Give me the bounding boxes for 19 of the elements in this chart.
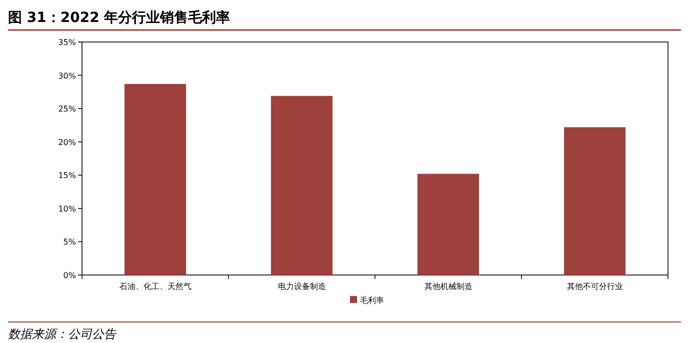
- source-note: 数据来源：公司公告: [8, 327, 117, 341]
- y-tick-label: 5%: [63, 238, 76, 247]
- bar: [417, 174, 480, 275]
- x-tick-label: 其他不可分行业: [566, 282, 623, 291]
- x-tick-label: 石油、化工、天然气: [119, 282, 192, 291]
- chart-title: 图 31：2022 年分行业销售毛利率: [8, 9, 230, 26]
- x-tick-label: 电力设备制造: [278, 282, 326, 291]
- y-tick-label: 10%: [58, 204, 76, 214]
- bar: [270, 96, 333, 275]
- y-tick-label: 25%: [58, 104, 76, 114]
- y-tick-label: 20%: [58, 138, 76, 147]
- y-tick-label: 30%: [58, 71, 76, 80]
- legend-label: 毛利率: [360, 296, 384, 305]
- y-tick-label: 0%: [63, 271, 76, 280]
- y-tick-label: 15%: [58, 171, 76, 180]
- y-tick-label: 35%: [58, 38, 76, 47]
- x-tick-label: 其他机械制造: [424, 282, 472, 291]
- bar: [564, 127, 626, 275]
- bar: [124, 84, 186, 275]
